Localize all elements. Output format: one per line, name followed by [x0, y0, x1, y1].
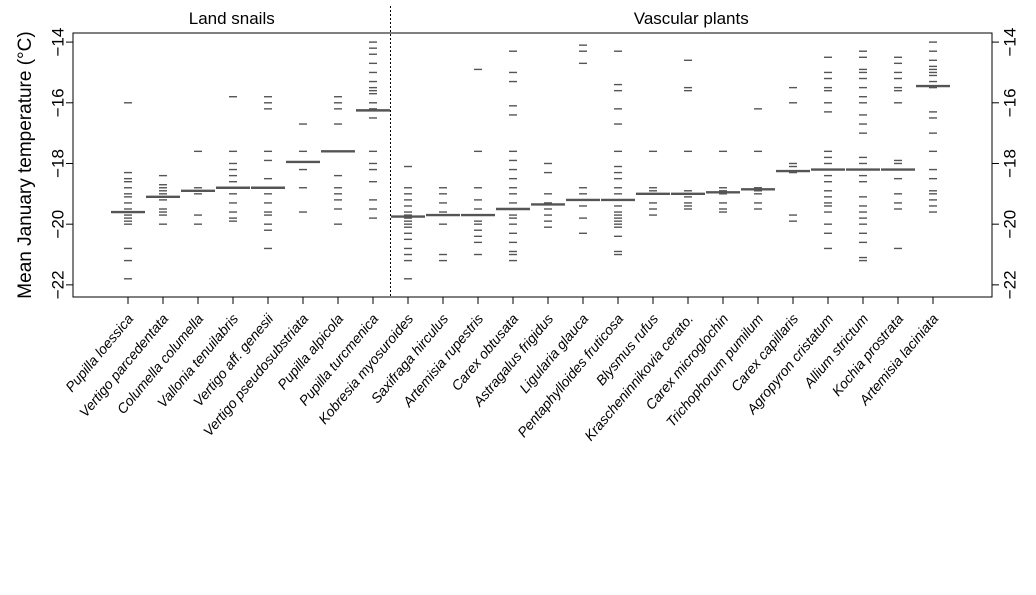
y-tick-label-left: −22 — [48, 270, 67, 299]
y-tick-label-right: −14 — [1000, 28, 1019, 57]
y-tick-label-right: −18 — [1000, 149, 1019, 178]
axes-layer — [66, 6, 999, 304]
plot-frame — [72, 32, 993, 298]
y-tick-label-right: −16 — [1000, 88, 1019, 117]
y-tick-label-left: −20 — [48, 210, 67, 239]
y-tick-label-left: −14 — [48, 28, 67, 57]
y-axis-title: Mean January temperature (°C) — [15, 31, 36, 298]
group-label: Land snails — [189, 9, 275, 28]
group-label: Vascular plants — [634, 9, 749, 28]
y-tick-label-left: −16 — [48, 88, 67, 117]
y-tick-label-right: −20 — [1000, 210, 1019, 239]
marks-layer — [111, 41, 950, 280]
y-tick-label-right: −22 — [1000, 270, 1019, 299]
y-tick-label-left: −18 — [48, 149, 67, 178]
